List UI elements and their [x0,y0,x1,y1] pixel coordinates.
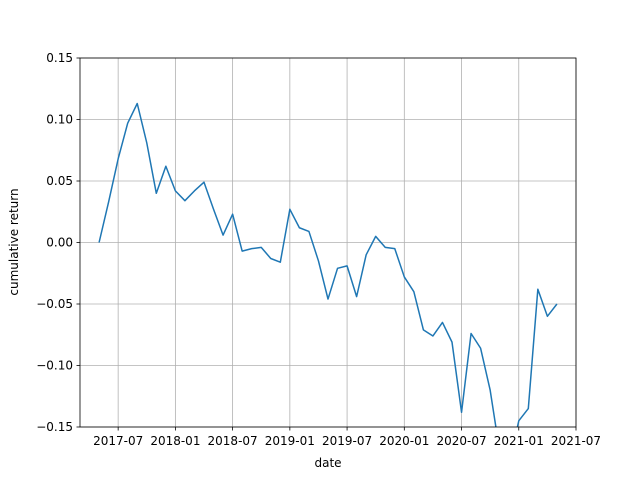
y-tick-label: −0.15 [36,420,73,434]
y-axis-label: cumulative return [7,188,21,295]
x-tick-label: 2021-01 [494,434,544,448]
x-axis-label: date [314,456,341,470]
y-tick-label: 0.10 [46,113,73,127]
y-tick-label: 0.15 [46,51,73,65]
x-tick-label: 2019-01 [265,434,315,448]
x-tick-label: 2018-07 [208,434,258,448]
x-tick-label: 2018-01 [150,434,200,448]
y-tick-label: 0.00 [46,236,73,250]
data-line [98,102,558,427]
x-tick-label: 2017-07 [93,434,143,448]
axes-frame [79,57,577,428]
y-tick-label: −0.10 [36,359,73,373]
x-tick-label: 2020-07 [436,434,486,448]
y-tick-label: 0.05 [46,174,73,188]
y-tick-label: −0.05 [36,297,73,311]
x-tick-label: 2021-07 [551,434,601,448]
x-tick-label: 2020-01 [379,434,429,448]
plot-area [98,102,558,427]
x-tick-label: 2019-07 [322,434,372,448]
